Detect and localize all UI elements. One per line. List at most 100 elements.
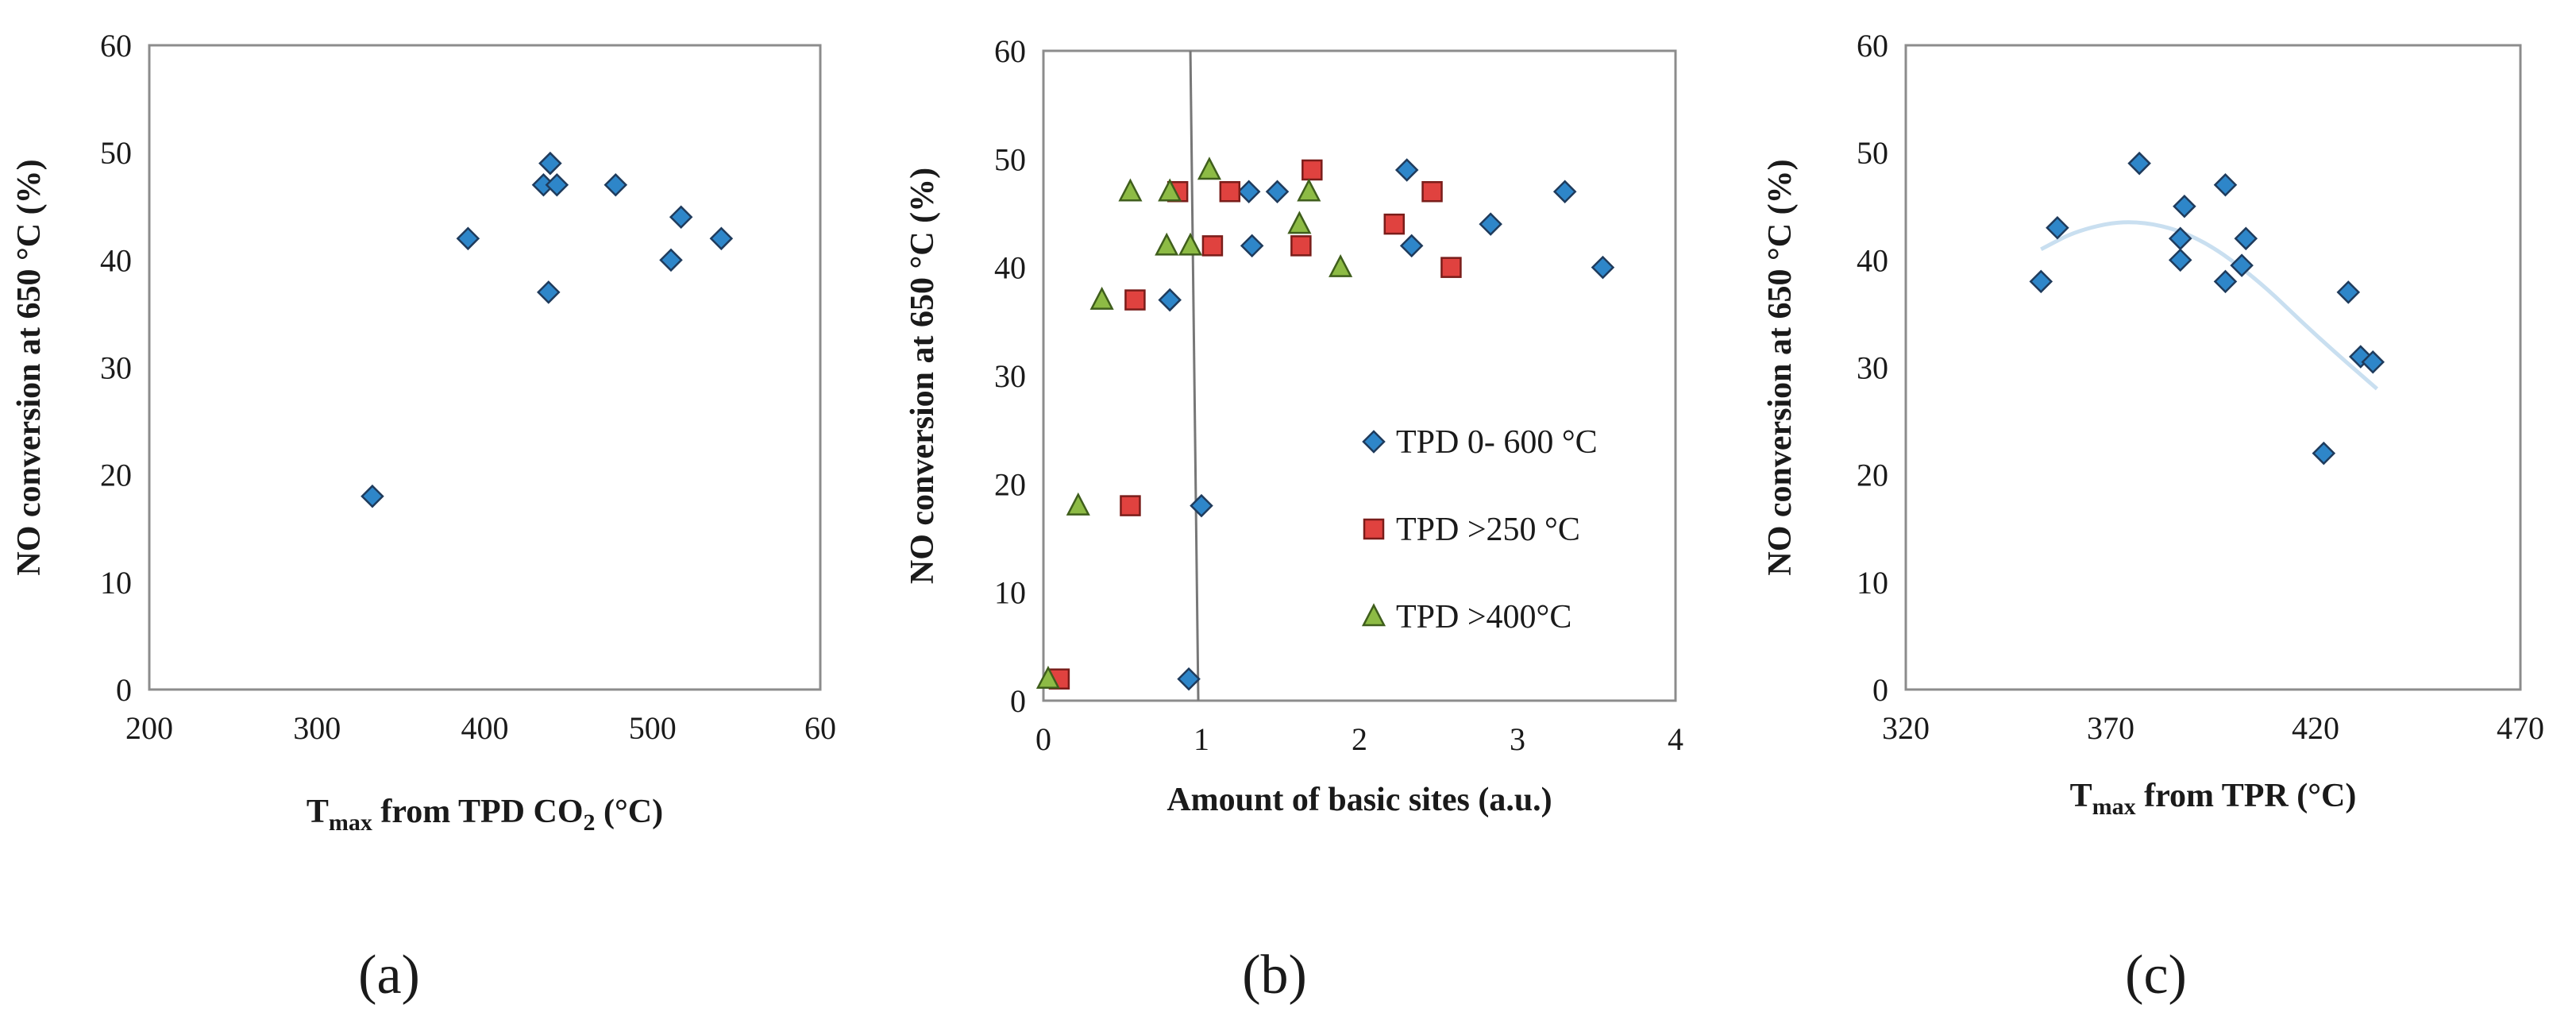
data-point: [1383, 213, 1406, 235]
x-tick-label: 370: [2087, 710, 2134, 746]
panel-a: 0 10 20 30 40 50 60 200 300 400 500 60 NO conversion…: [11, 28, 836, 1006]
y-tick-label: 30: [994, 358, 1026, 394]
data-point: [2312, 441, 2336, 466]
x-axis-label: Tmax from TPD CO2 (°C): [307, 794, 663, 836]
y-tick-label: 50: [100, 135, 132, 171]
vertical-reference-line: [1189, 50, 1200, 701]
data-point: [2168, 226, 2192, 251]
y-tick-label: 10: [1857, 565, 1888, 601]
y-tick-label: 0: [116, 672, 132, 708]
x-tick-label: 60: [804, 710, 836, 746]
data-point: [361, 484, 384, 508]
data-point: [659, 248, 683, 272]
y-tick-label: 40: [1857, 242, 1888, 278]
x-axis-label: Amount of basic sites (a.u.): [1167, 782, 1552, 818]
data-point: [1118, 178, 1143, 202]
data-point: [1421, 180, 1443, 203]
x-tick-label: 400: [461, 710, 509, 746]
data-point: [1124, 289, 1146, 311]
data-point: [1236, 180, 1261, 204]
x-tick-label: 200: [125, 710, 173, 746]
panel-label: (c): [2125, 945, 2187, 1006]
x-tick-label: 320: [1882, 710, 1930, 746]
legend-marker: [1362, 430, 1386, 454]
legend-label: TPD >250 °C: [1396, 512, 1580, 548]
data-point: [1394, 158, 1419, 182]
y-tick-label: 0: [1010, 683, 1026, 719]
y-tick-label: 40: [994, 250, 1026, 286]
x-tick-label: 4: [1668, 721, 1683, 757]
legend-label: TPD >400°C: [1396, 599, 1571, 636]
y-tick-label: 40: [100, 242, 132, 278]
data-point: [1219, 180, 1241, 203]
data-point: [1089, 286, 1114, 310]
panel-c: 0 10 20 30 40 50 60 320 370 420 470 NO conversion a…: [1762, 28, 2544, 1006]
data-point: [1287, 211, 1312, 234]
y-tick-label: 50: [1857, 135, 1888, 171]
trendline: [2040, 220, 2379, 391]
data-point: [2213, 269, 2238, 294]
data-point: [604, 172, 628, 197]
data-point: [2168, 248, 2192, 272]
panel-label: (a): [358, 945, 420, 1006]
data-point: [1328, 253, 1353, 277]
y-axis-label: NO conversion at 650 °C (%): [904, 168, 941, 584]
y-axis-label: NO conversion at 650 °C (%): [11, 159, 48, 575]
legend-label: TPD 0- 600 °C: [1396, 424, 1598, 461]
y-tick-label: 10: [100, 565, 132, 601]
data-point: [2230, 253, 2254, 277]
data-point: [1399, 234, 1424, 258]
legend-marker: [1361, 603, 1386, 627]
data-point: [537, 280, 561, 304]
panel-label: (b): [1242, 945, 1307, 1006]
y-tick-label: 50: [994, 141, 1026, 177]
y-tick-label: 30: [1857, 350, 1888, 386]
x-tick-label: 2: [1352, 721, 1367, 757]
data-point: [1155, 232, 1179, 256]
data-point: [1301, 159, 1323, 181]
data-point: [1177, 666, 1201, 691]
data-point: [2234, 226, 2258, 251]
plot-frame: [148, 44, 822, 691]
data-point: [538, 151, 562, 176]
x-tick-label: 1: [1194, 721, 1209, 757]
data-point: [1201, 235, 1224, 257]
panel-b: 0 10 20 30 40 50 60 0 1 2 3 4 NO conversion at 650 °…: [904, 33, 1683, 1006]
data-point: [545, 172, 569, 197]
data-point: [709, 226, 734, 251]
plot-frame: [1904, 44, 2522, 691]
x-tick-label: 500: [629, 710, 677, 746]
data-point: [1035, 666, 1061, 689]
y-tick-label: 30: [100, 350, 132, 386]
y-tick-label: 20: [994, 466, 1026, 502]
data-point: [1591, 255, 1615, 280]
data-point: [2029, 269, 2053, 294]
data-point: [1158, 178, 1182, 202]
y-tick-label: 20: [100, 458, 132, 493]
data-point: [1440, 257, 1462, 278]
data-point: [1479, 212, 1502, 236]
data-point: [1197, 156, 1222, 180]
x-tick-label: 420: [2292, 710, 2339, 746]
data-point: [1297, 178, 1321, 202]
data-point: [1178, 232, 1203, 256]
x-tick-label: 470: [2497, 710, 2544, 746]
data-point: [2361, 350, 2385, 374]
data-point: [1240, 234, 1264, 258]
y-tick-label: 0: [1872, 672, 1888, 708]
data-point: [1265, 180, 1290, 204]
y-tick-label: 10: [994, 575, 1026, 611]
y-tick-label: 20: [1857, 458, 1888, 493]
x-tick-label: 0: [1035, 721, 1051, 757]
data-point: [1552, 180, 1577, 204]
data-point: [1066, 492, 1090, 516]
y-tick-label: 60: [994, 33, 1026, 69]
data-point: [2213, 172, 2238, 197]
data-point: [669, 205, 693, 230]
data-point: [2046, 216, 2069, 240]
x-tick-label: 3: [1510, 721, 1525, 757]
data-point: [1190, 493, 1213, 518]
y-tick-label: 60: [100, 28, 132, 64]
data-point: [1290, 235, 1312, 257]
